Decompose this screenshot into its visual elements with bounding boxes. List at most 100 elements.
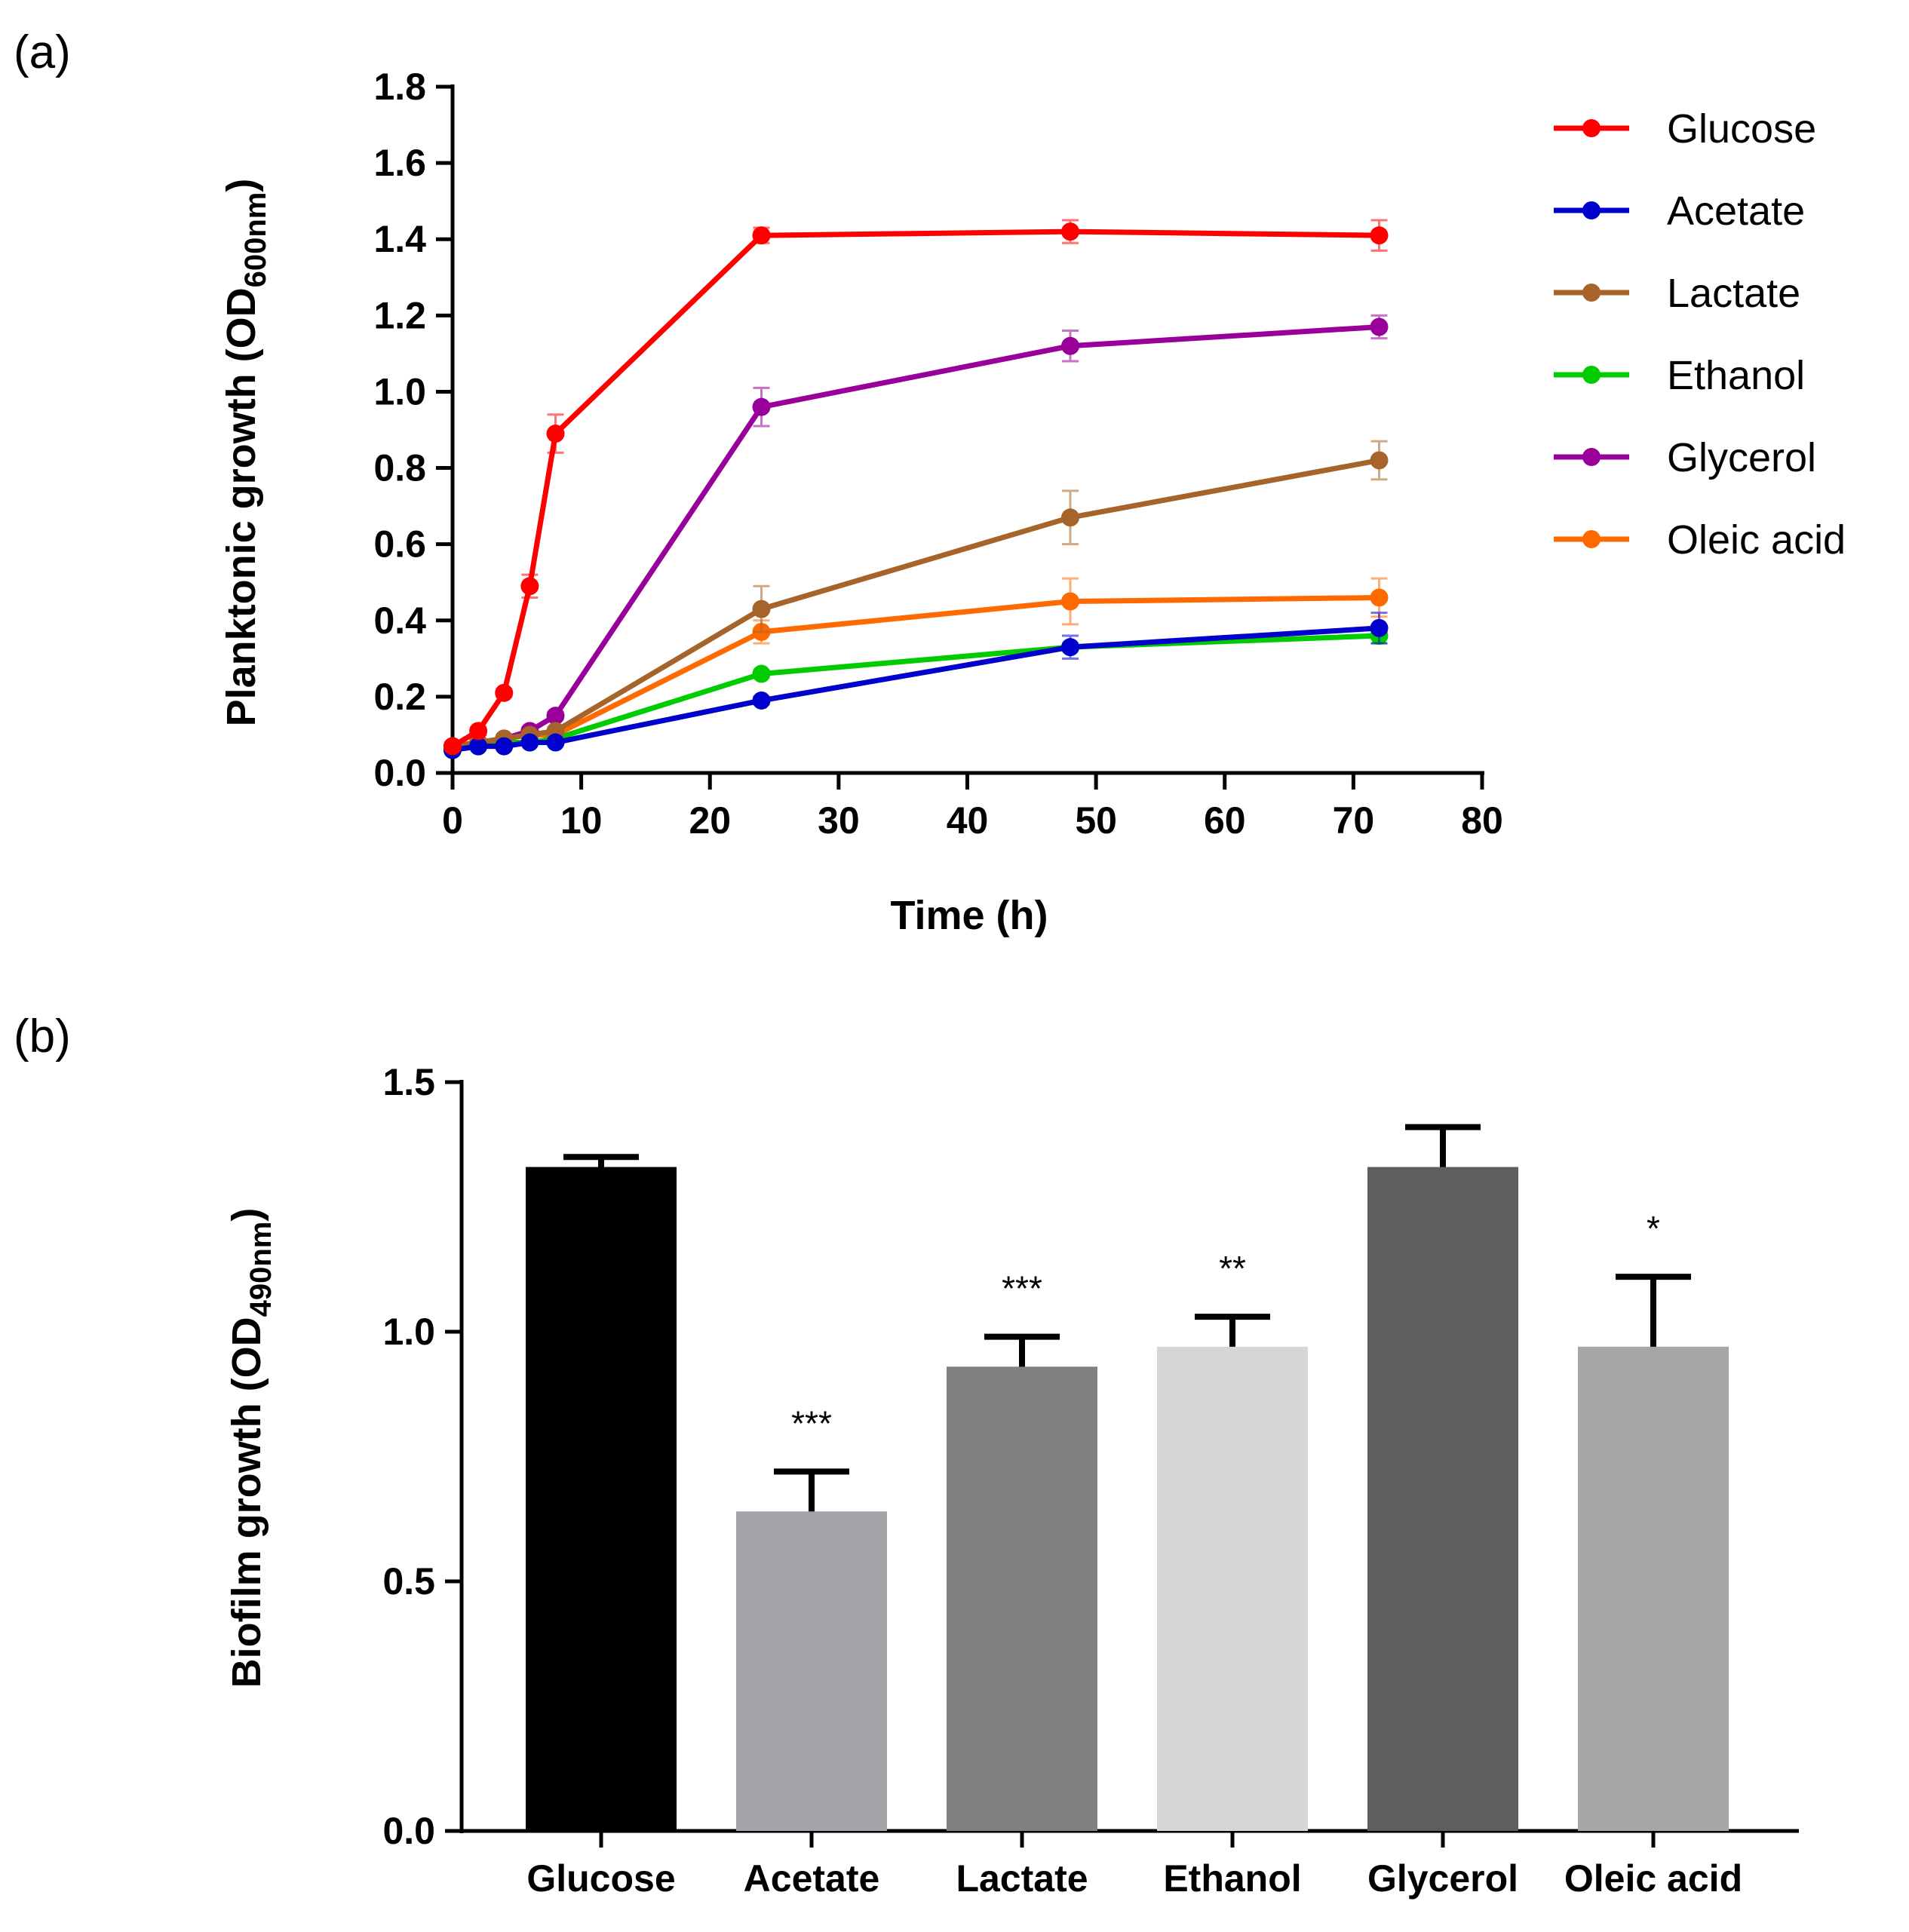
- panel-b-y-tick-label: 0.5: [382, 1560, 435, 1602]
- bar-rect: [947, 1366, 1097, 1831]
- legend-label: Glycerol: [1667, 435, 1816, 480]
- bar-lactate: Lactate ***: [947, 1269, 1097, 1900]
- data-point: [443, 737, 462, 756]
- legend-label: Glucose: [1667, 106, 1816, 152]
- legend-label: Acetate: [1667, 189, 1805, 234]
- series-line: [452, 324, 1380, 750]
- panel-a-y-tick-label: 1.4: [373, 218, 426, 260]
- panel-a-y-tick-label: 0.8: [373, 447, 426, 489]
- bar-acetate: Acetate ***: [736, 1403, 887, 1900]
- data-point: [546, 425, 565, 443]
- series-line: [452, 458, 1380, 750]
- panel-b-y-tick-label: 0.0: [382, 1810, 435, 1852]
- bar-rect: [526, 1167, 677, 1831]
- panel-b-bars: Glucose Acetate *** Lactate *** Ethanol ** Glyc…: [526, 1124, 1742, 1900]
- legend-marker: [1582, 284, 1601, 302]
- legend-item: Glucose: [1554, 106, 1816, 152]
- bar-rect: [1367, 1167, 1518, 1831]
- legend-label: Oleic acid: [1667, 517, 1846, 563]
- legend-marker: [1582, 530, 1601, 548]
- panel-b-y-title-sub: 490nm: [244, 1222, 278, 1317]
- legend-item: Acetate: [1554, 189, 1805, 234]
- panel-a-series: [443, 219, 1389, 759]
- panel-b-bar-chart: (b) 0.00.51.01.5 Glucose Acetate***Lactat…: [14, 1010, 1799, 1900]
- significance-label: *: [1647, 1209, 1660, 1248]
- panel-a-y-axis-title: Planktonic growth (OD600nm): [219, 179, 272, 727]
- panel-b-x-tick-label: Ethanol: [1163, 1857, 1301, 1900]
- bar-glucose: Glucose: [526, 1154, 677, 1900]
- panel-a-x-axis-title: Time (h): [890, 893, 1048, 938]
- legend-marker: [1582, 119, 1601, 137]
- panel-a-x-tick-label: 0: [442, 799, 463, 842]
- series-glycerol: [443, 314, 1389, 756]
- panel-a-y-title-sub: 600nm: [239, 192, 272, 288]
- panel-a-x-tick-label: 10: [560, 799, 603, 842]
- bar-glycerol: Glycerol: [1367, 1124, 1518, 1900]
- panel-b-y-tick-label: 1.0: [382, 1311, 435, 1353]
- panel-a-y-tick-label: 1.8: [373, 66, 426, 108]
- panel-a-y-tick-label: 0.0: [373, 752, 426, 794]
- data-point: [1061, 222, 1079, 241]
- data-point: [752, 691, 771, 710]
- panel-a-axes: 0 10 20 30 40 50 60 70 80 0.0 0.2 0.4 0.6 0.8 1.0 1.2 1.…: [373, 66, 1502, 842]
- panel-b-x-tick-label: Glycerol: [1367, 1857, 1518, 1900]
- significance-label: ***: [791, 1403, 832, 1443]
- panel-a-y-tick-label: 1.6: [373, 142, 426, 184]
- panel-a-x-tick-label: 20: [689, 799, 731, 842]
- panel-a-x-tick-label: 50: [1075, 799, 1117, 842]
- legend-item: Ethanol: [1554, 353, 1805, 398]
- panel-b-label: (b): [14, 1010, 71, 1063]
- data-point: [495, 683, 514, 702]
- legend-marker: [1582, 448, 1601, 466]
- series-ethanol: [443, 627, 1389, 759]
- bar-ethanol: Ethanol **: [1157, 1249, 1308, 1900]
- data-point: [469, 737, 488, 756]
- bar-oleic-acid: Oleic acid *: [1564, 1209, 1742, 1900]
- data-point: [752, 600, 771, 618]
- panel-a-x-tick-label: 40: [947, 799, 989, 842]
- series-line: [451, 228, 1380, 749]
- panel-b-y-tick-label: 1.5: [382, 1061, 435, 1103]
- significance-label: ***: [1002, 1269, 1042, 1308]
- panel-a-y-tick-label: 0.6: [373, 523, 426, 566]
- legend-label: Ethanol: [1667, 353, 1805, 398]
- data-point: [1370, 451, 1389, 470]
- panel-a-x-tick-label: 80: [1461, 799, 1503, 842]
- panel-b-y-title-end: ): [224, 1208, 269, 1222]
- data-point: [752, 397, 771, 416]
- data-point: [495, 737, 514, 756]
- panel-a-x-tick-label: 70: [1333, 799, 1375, 842]
- series-line: [452, 625, 1380, 753]
- data-point: [1370, 226, 1389, 245]
- data-point: [1370, 588, 1389, 607]
- panel-b-x-tick-label: Lactate: [956, 1857, 1088, 1900]
- panel-a-y-tick-label: 0.4: [373, 600, 426, 642]
- panel-a-y-tick-label: 1.2: [373, 294, 426, 336]
- data-point: [469, 722, 488, 741]
- panel-a-y-title-end: ): [219, 179, 264, 192]
- panel-a-y-tick-label: 0.2: [373, 676, 426, 718]
- panel-b-y-axis-title: Biofilm growth (OD490nm): [224, 1208, 278, 1688]
- panel-b-y-title-main: Biofilm growth (OD: [224, 1317, 269, 1688]
- data-point: [1061, 592, 1079, 611]
- data-point: [1061, 336, 1079, 355]
- legend-item: Lactate: [1554, 271, 1800, 316]
- panel-b-x-tick-label: Glucose: [526, 1857, 675, 1900]
- data-point: [546, 707, 565, 725]
- panel-a-line-chart: (a) 0 10 20 30 40 50 60 70 80 0.0 0.2 0.4 0.6 0.8 1.0 1…: [14, 26, 1846, 938]
- panel-a-y-title-main: Planktonic growth (OD: [219, 287, 264, 726]
- panel-a-y-tick-label: 1.0: [373, 370, 426, 412]
- panel-b-x-tick-label: Acetate: [744, 1857, 880, 1900]
- series-glucose: [443, 219, 1389, 756]
- data-point: [546, 733, 565, 752]
- panel-b-x-tick-label: Oleic acid: [1564, 1857, 1742, 1900]
- bar-rect: [1157, 1346, 1308, 1831]
- data-point: [520, 577, 539, 596]
- data-point: [752, 664, 771, 683]
- panel-b-axes: 0.0 0.5 1.0 1.5: [382, 1061, 1799, 1852]
- legend-item: Glycerol: [1554, 435, 1816, 480]
- series-acetate: [443, 612, 1389, 759]
- legend-marker: [1582, 366, 1601, 384]
- bar-rect: [736, 1511, 887, 1831]
